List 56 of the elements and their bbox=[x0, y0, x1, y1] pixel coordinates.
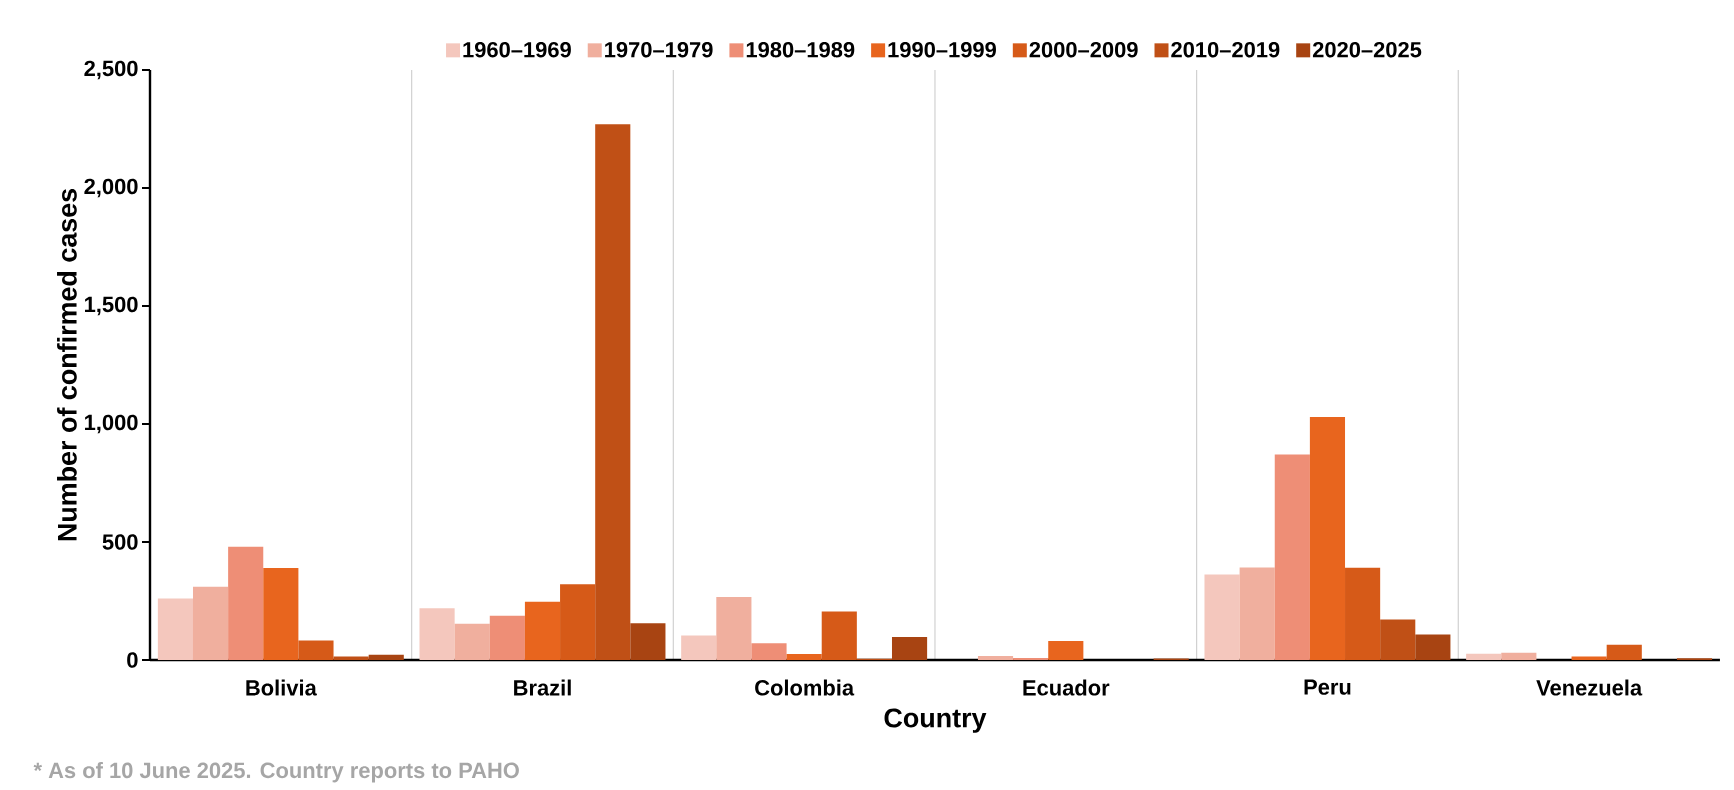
x-tick-label: Colombia bbox=[755, 679, 855, 696]
bar bbox=[1048, 641, 1084, 660]
y-tick-label: 2,000 bbox=[84, 178, 138, 198]
bar bbox=[298, 640, 334, 660]
y-tick-label: 0 bbox=[127, 652, 138, 668]
bar bbox=[891, 637, 928, 660]
bar bbox=[1571, 656, 1607, 660]
bar bbox=[1606, 644, 1642, 660]
bar bbox=[1274, 454, 1310, 660]
bar bbox=[786, 654, 822, 660]
x-axis-title: Country bbox=[884, 708, 987, 733]
x-tick-label: Venezuela bbox=[1536, 679, 1643, 696]
x-tick-label: Peru bbox=[1304, 679, 1351, 695]
x-tick-label: Ecuador bbox=[1023, 679, 1110, 696]
y-tick-label: 500 bbox=[102, 534, 138, 550]
bar bbox=[977, 655, 1014, 660]
bar bbox=[681, 635, 717, 660]
y-tick-label: 1,000 bbox=[85, 414, 138, 434]
legend-label: 2020–2025 bbox=[1312, 41, 1422, 58]
bar bbox=[1239, 567, 1275, 660]
bar bbox=[368, 654, 404, 660]
bar bbox=[192, 586, 229, 660]
y-tick-label: 1,500 bbox=[85, 296, 138, 316]
bar bbox=[716, 596, 752, 660]
bar bbox=[1466, 653, 1502, 660]
bar bbox=[1309, 416, 1346, 660]
bar bbox=[1345, 567, 1381, 660]
bar bbox=[489, 615, 525, 660]
x-tick-label: Bolivia bbox=[246, 679, 317, 696]
text: * As of 10 June 2025. Country reports to PAHO bbox=[33, 762, 519, 783]
legend-label: 1970–1979 bbox=[605, 41, 713, 58]
y-tick-label: 2,500 bbox=[84, 60, 138, 80]
legend-label: 1960–1969 bbox=[463, 41, 571, 58]
bar bbox=[595, 124, 631, 660]
bar bbox=[1501, 652, 1537, 660]
legend-label: 2010–2019 bbox=[1171, 41, 1280, 58]
bar bbox=[454, 623, 490, 660]
bar bbox=[157, 598, 193, 660]
bar bbox=[821, 611, 857, 660]
y-axis-title: Number of confirmed cases bbox=[57, 189, 77, 541]
bar bbox=[1380, 619, 1416, 660]
legend-label: 1990–1999 bbox=[888, 41, 996, 58]
bar bbox=[419, 608, 455, 660]
bar bbox=[333, 656, 369, 660]
bar bbox=[1013, 657, 1049, 660]
x-tick-label: Brazil bbox=[514, 679, 571, 696]
bar bbox=[228, 546, 264, 660]
bar bbox=[630, 623, 666, 660]
bar bbox=[751, 643, 787, 660]
bar bbox=[524, 601, 561, 660]
bar bbox=[263, 567, 299, 660]
bar bbox=[1204, 574, 1240, 660]
bar bbox=[1415, 634, 1451, 660]
legend-label: 2000–2009 bbox=[1029, 41, 1138, 58]
legend-label: 1980–1989 bbox=[746, 41, 855, 58]
bar bbox=[560, 584, 596, 660]
